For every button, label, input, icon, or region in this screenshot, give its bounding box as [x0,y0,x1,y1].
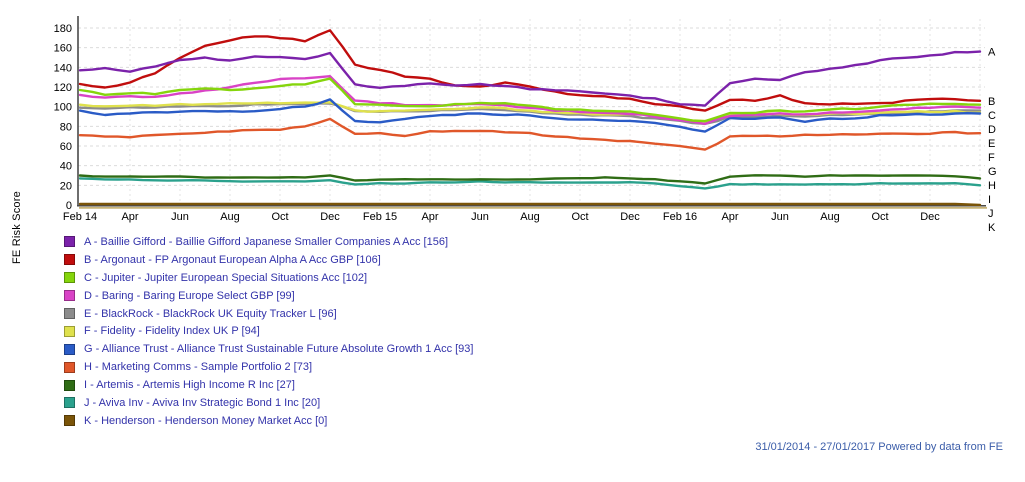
svg-text:Oct: Oct [871,211,888,223]
svg-text:Jun: Jun [471,211,489,223]
legend-item-d: D - Baring - Baring Europe Select GBP [9… [64,287,473,305]
footer-attribution: 31/01/2014 - 27/01/2017 Powered by data … [755,441,1003,453]
series-end-label-h: H [988,180,996,192]
series-lines [78,29,982,207]
legend-label-j: J - Aviva Inv - Aviva Inv Strategic Bond… [84,396,321,409]
legend-item-e: E - BlackRock - BlackRock UK Equity Trac… [64,305,473,323]
svg-text:100: 100 [54,102,72,114]
legend-swatch-i [64,379,75,391]
svg-text:Oct: Oct [571,211,588,223]
legend-label-e: E - BlackRock - BlackRock UK Equity Trac… [84,307,337,320]
svg-text:Apr: Apr [721,211,738,223]
series-line-h [78,117,982,151]
svg-text:Dec: Dec [620,211,640,223]
svg-text:Feb 16: Feb 16 [663,211,697,223]
legend-swatch-h [64,361,75,373]
svg-text:Aug: Aug [820,211,840,223]
legend-item-f: F - Fidelity - Fidelity Index UK P [94] [64,322,473,340]
x-tick-labels: Feb 14 Apr Jun Aug Oct Dec Feb 15 Apr Jun Aug Oct D… [63,211,940,223]
series-line-j [78,177,982,190]
legend-label-c: C - Jupiter - Jupiter European Special S… [84,271,368,284]
legend-item-i: I - Artemis - Artemis High Income R Inc … [64,376,473,394]
legend-label-a: A - Baillie Gifford - Baillie Gifford Ja… [84,235,448,248]
svg-text:Dec: Dec [920,211,940,223]
y-axis-title: FE Risk Score [11,191,23,264]
legend-swatch-a [64,236,75,248]
legend-item-a: A - Baillie Gifford - Baillie Gifford Ja… [64,233,473,251]
series-end-label-j: J [988,208,994,220]
series-end-label-i: I [988,194,991,206]
series-end-label-g: G [988,166,997,178]
chart-legend: A - Baillie Gifford - Baillie Gifford Ja… [64,233,473,430]
series-end-label-e: E [988,138,995,150]
series-line-i [78,174,982,185]
series-line-k [78,202,982,207]
svg-text:Oct: Oct [271,211,288,223]
legend-item-g: G - Alliance Trust - Alliance Trust Sust… [64,340,473,358]
risk-score-chart: 0 20 40 60 80 100 120 140 160 180 Feb 14 Apr Jun Aug O… [54,16,997,233]
series-line-a [78,50,982,107]
axes [77,16,987,209]
series-line-b [78,29,982,112]
series-end-label-d: D [988,124,996,136]
y-tick-labels: 0 20 40 60 80 100 120 140 160 180 [54,23,72,212]
legend-item-j: J - Aviva Inv - Aviva Inv Strategic Bond… [64,394,473,412]
svg-text:Feb 14: Feb 14 [63,211,97,223]
series-line-g [78,98,982,133]
svg-text:120: 120 [54,82,72,94]
legend-item-c: C - Jupiter - Jupiter European Special S… [64,269,473,287]
svg-text:Feb 15: Feb 15 [363,211,397,223]
legend-item-h: H - Marketing Comms - Sample Portfolio 2… [64,358,473,376]
svg-text:140: 140 [54,62,72,74]
legend-swatch-j [64,397,75,409]
svg-text:20: 20 [60,180,72,192]
legend-label-k: K - Henderson - Henderson Money Market A… [84,414,328,427]
gridlines [78,19,985,205]
legend-swatch-b [64,254,75,266]
series-end-label-b: B [988,96,995,108]
svg-text:40: 40 [60,161,72,173]
svg-text:Aug: Aug [520,211,540,223]
svg-text:0: 0 [66,200,72,212]
legend-label-i: I - Artemis - Artemis High Income R Inc … [84,379,295,392]
series-end-label-k: K [988,222,996,233]
legend-item-k: K - Henderson - Henderson Money Market A… [64,412,473,430]
svg-text:80: 80 [60,121,72,133]
svg-text:60: 60 [60,141,72,153]
legend-swatch-d [64,290,75,302]
series-end-label-c: C [988,110,996,122]
legend-label-d: D - Baring - Baring Europe Select GBP [9… [84,289,295,302]
legend-swatch-c [64,272,75,284]
series-end-label-a: A [988,47,996,59]
legend-swatch-f [64,325,75,337]
legend-swatch-g [64,343,75,355]
legend-swatch-e [64,308,75,319]
svg-text:160: 160 [54,43,72,55]
svg-text:Apr: Apr [421,211,438,223]
svg-text:Dec: Dec [320,211,340,223]
series-end-label-f: F [988,152,995,164]
legend-label-b: B - Argonaut - FP Argonaut European Alph… [84,253,381,266]
legend-item-b: B - Argonaut - FP Argonaut European Alph… [64,251,473,269]
legend-label-f: F - Fidelity - Fidelity Index UK P [94] [84,325,260,338]
svg-text:Apr: Apr [121,211,138,223]
legend-label-g: G - Alliance Trust - Alliance Trust Sust… [84,343,474,356]
series-line-d [78,75,982,126]
svg-text:Jun: Jun [771,211,789,223]
legend-label-h: H - Marketing Comms - Sample Portfolio 2… [84,361,313,374]
svg-text:Jun: Jun [171,211,189,223]
svg-text:Aug: Aug [220,211,240,223]
svg-text:180: 180 [54,23,72,35]
series-line-c [78,77,982,123]
legend-swatch-k [64,415,75,427]
